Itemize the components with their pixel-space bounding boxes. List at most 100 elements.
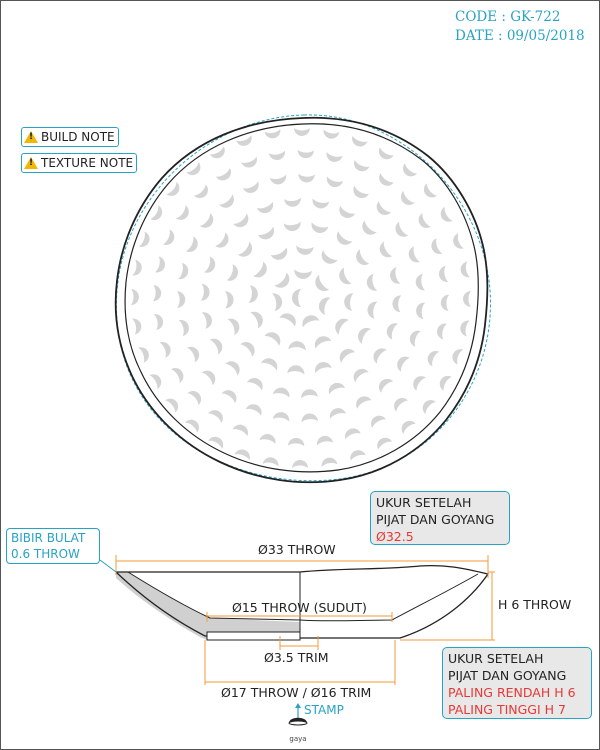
texture-dimple (356, 396, 372, 409)
texture-dimple (358, 327, 371, 344)
texture-dimple (259, 434, 276, 444)
texture-dimple (162, 229, 175, 245)
texture-dimple (284, 197, 301, 207)
texture-dimple (256, 201, 274, 214)
texture-dimple (400, 190, 415, 205)
texture-dimple (283, 221, 301, 232)
date-label: DATE : 09/05/2018 (455, 28, 585, 44)
plate-texture (130, 127, 472, 469)
texture-dimple (241, 156, 257, 168)
callout-top-line1: UKUR SETELAH (376, 495, 472, 510)
trim-dim-label: Ø3.5 TRIM (264, 650, 329, 665)
texture-dimple (371, 415, 387, 428)
gaya-logo: gaya (288, 717, 308, 743)
texture-dimple (415, 273, 426, 291)
texture-dimple (242, 181, 259, 194)
texture-dimple (166, 181, 180, 196)
code-label: CODE : GK-722 (455, 9, 561, 25)
texture-dimple (296, 245, 314, 255)
texture-dimple (234, 449, 250, 461)
texture-dimple (339, 205, 356, 218)
texture-dimple (336, 231, 353, 245)
texture-dimple (314, 336, 332, 349)
texture-dimple (176, 291, 186, 308)
texture-dimple (215, 232, 229, 248)
warning-icon (24, 157, 38, 169)
texture-dimple (132, 259, 142, 276)
texture-dimple (186, 162, 201, 176)
height-dim-label: H 6 THROW (498, 597, 572, 612)
callout-bottom-low: PALING RENDAH H 6 (448, 685, 576, 700)
texture-dimple (460, 261, 470, 278)
texture-dimple (321, 457, 338, 467)
texture-dimple (353, 185, 369, 199)
texture-dimple (208, 410, 223, 424)
texture-dimple (208, 436, 224, 449)
texture-dimple (294, 127, 310, 136)
rim-line2: 0.6 THROW (11, 547, 80, 561)
plate-rim-outer (114, 116, 489, 484)
texture-dimple (232, 424, 248, 437)
plate-inner-left (127, 571, 301, 621)
texture-dimple (367, 301, 378, 319)
texture-dimple (138, 347, 149, 363)
texture-dimple (440, 294, 450, 311)
texture-dimple (329, 408, 346, 419)
texture-dimple (335, 318, 349, 335)
texture-dimple (187, 391, 202, 406)
plate-side-view (99, 555, 495, 718)
texture-dimple (311, 222, 329, 233)
texture-dimple (132, 318, 142, 335)
texture-dimple (257, 226, 275, 240)
callout-top-line2: PIJAT DAN GOYANG (376, 512, 495, 527)
texture-dimple (250, 311, 263, 329)
texture-dimple (270, 247, 288, 260)
texture-dimple (209, 338, 223, 355)
texture-dimple (297, 149, 314, 159)
plate-outline-left (115, 571, 300, 637)
header-info: CODE : GK-722 DATE : 09/05/2018 (455, 8, 585, 46)
rim-callout: BIBIR BULAT 0.6 THROW (6, 528, 100, 564)
texture-dimple (155, 256, 165, 273)
texture-dimple (317, 435, 334, 446)
texture-dimple (439, 375, 452, 391)
foot-ring (206, 631, 301, 641)
texture-dimple (413, 376, 427, 391)
inner-dim-label: Ø15 THROW (SUDUT) (232, 600, 367, 615)
texture-dimple (199, 213, 214, 228)
texture-dimple (201, 312, 212, 329)
texture-dimple (344, 293, 354, 311)
overall-dim-label: Ø33 THROW (258, 542, 336, 557)
texture-dimple (353, 368, 369, 383)
texture-dimple (178, 319, 189, 337)
texture-dimple (225, 361, 240, 376)
stamp-label: STAMP (304, 703, 344, 717)
texture-dimple (219, 194, 234, 208)
texture-dimple (339, 267, 352, 285)
texture-dimple (159, 342, 171, 358)
texture-dimple (394, 397, 409, 412)
callout-bottom-line1: UKUR SETELAH (448, 651, 544, 666)
plate-rim-guide (115, 114, 491, 482)
texture-dimple (392, 295, 402, 313)
texture-dimple (185, 236, 198, 252)
texture-dimple (326, 176, 343, 187)
texture-dimple (165, 398, 179, 413)
texture-dimple (352, 135, 368, 147)
texture-dimple (261, 358, 278, 371)
texture-dimple (178, 262, 189, 280)
texture-dimple (262, 457, 279, 467)
texture-dimple (238, 241, 253, 257)
texture-dimple (423, 183, 437, 198)
texture-dimple (153, 314, 164, 331)
texture-dimple (339, 349, 355, 363)
texture-dimple (452, 349, 464, 365)
texture-dimple (356, 249, 370, 265)
texture-dimple (354, 159, 370, 172)
build-note[interactable]: BUILD NOTE (21, 127, 119, 147)
texture-dimple (438, 265, 449, 282)
texture-dimple (268, 150, 285, 161)
texture-dimple (226, 264, 239, 281)
texture-note[interactable]: TEXTURE NOTE (21, 153, 138, 173)
